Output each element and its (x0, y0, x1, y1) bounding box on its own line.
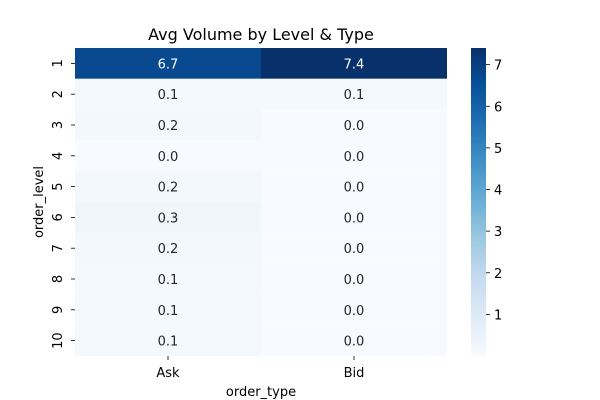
cell-value-label: 0.0 (344, 335, 365, 350)
y-tick-label: 6 (51, 213, 66, 221)
cell-value-label: 0.2 (158, 181, 179, 196)
heatmap-cell (75, 325, 261, 356)
heatmap-cell (261, 202, 447, 233)
y-tick-label: 5 (51, 182, 66, 190)
colorbar-tick-label: 5 (494, 142, 502, 157)
heatmap-cell (261, 294, 447, 326)
chart-title: Avg Volume by Level & Type (148, 25, 374, 44)
cell-value-label: 0.2 (158, 119, 179, 134)
cell-value-label: 0.1 (158, 335, 179, 350)
heatmap-cells (75, 48, 447, 356)
heatmap-cell (261, 140, 447, 172)
y-axis-ticks: 1 2 3 4 5 6 7 8 9 10 (51, 59, 75, 349)
colorbar-tick-label: 7 (494, 59, 502, 74)
x-axis-label: order_type (226, 385, 296, 400)
cell-value-label: 0.0 (344, 273, 365, 288)
cell-value-label: 0.3 (158, 211, 179, 226)
cell-value-label: 0.0 (344, 304, 365, 319)
cell-value-label: 0.1 (158, 273, 179, 288)
colorbar-ticks: 1 2 3 4 5 6 7 (486, 59, 502, 323)
colorbar-tick-label: 1 (494, 308, 502, 323)
cell-value-label: 0.1 (158, 88, 179, 103)
cell-value-label: 0.2 (158, 242, 179, 257)
colorbar-tick-label: 6 (494, 100, 502, 115)
cell-value-label: 6.7 (158, 57, 179, 72)
y-tick-label: 10 (51, 332, 66, 349)
x-axis-ticks: Ask Bid (156, 356, 364, 381)
y-tick-label: 1 (51, 59, 66, 67)
heatmap-cell (261, 109, 447, 141)
cell-value-label: 0.1 (158, 304, 179, 319)
colorbar (471, 48, 486, 356)
heatmap-cell (75, 294, 261, 326)
cell-value-label: 0.0 (344, 242, 365, 257)
heatmap-cell (75, 109, 261, 141)
heatmap-cell (75, 171, 261, 202)
heatmap-cell (75, 202, 261, 233)
heatmap-cell (261, 171, 447, 202)
heatmap-cell (75, 78, 261, 110)
cell-value-label: 7.4 (344, 57, 365, 72)
y-tick-label: 4 (51, 152, 66, 160)
heatmap-cell (261, 325, 447, 356)
x-tick-label: Bid (344, 366, 365, 381)
colorbar-tick-label: 3 (494, 225, 502, 240)
x-tick-label: Ask (156, 366, 180, 381)
heatmap-cell (75, 263, 261, 295)
heatmap-cell (75, 48, 261, 79)
y-tick-label: 7 (51, 244, 66, 252)
cell-value-label: 0.0 (344, 150, 365, 165)
heatmap-cell-labels: 6.7 7.4 0.1 0.1 0.2 0.0 0.0 0.0 0.2 0.0 0.3 0.0 0.2 0… (158, 57, 365, 349)
heatmap-cell (261, 48, 447, 79)
heatmap-cell (261, 78, 447, 110)
colorbar-tick-label: 4 (494, 184, 502, 199)
cell-value-label: 0.0 (158, 150, 179, 165)
y-tick-label: 3 (51, 121, 66, 129)
cell-value-label: 0.0 (344, 181, 365, 196)
y-axis-label: order_level (32, 166, 47, 238)
y-tick-label: 8 (51, 275, 66, 283)
y-tick-label: 9 (51, 306, 66, 314)
colorbar-tick-label: 2 (494, 267, 502, 282)
heatmap-cell (75, 232, 261, 264)
heatmap-cell (261, 232, 447, 264)
heatmap-cell (261, 263, 447, 295)
heatmap-cell (75, 140, 261, 172)
cell-value-label: 0.0 (344, 211, 365, 226)
y-tick-label: 2 (51, 90, 66, 98)
cell-value-label: 0.1 (344, 88, 365, 103)
cell-value-label: 0.0 (344, 119, 365, 134)
